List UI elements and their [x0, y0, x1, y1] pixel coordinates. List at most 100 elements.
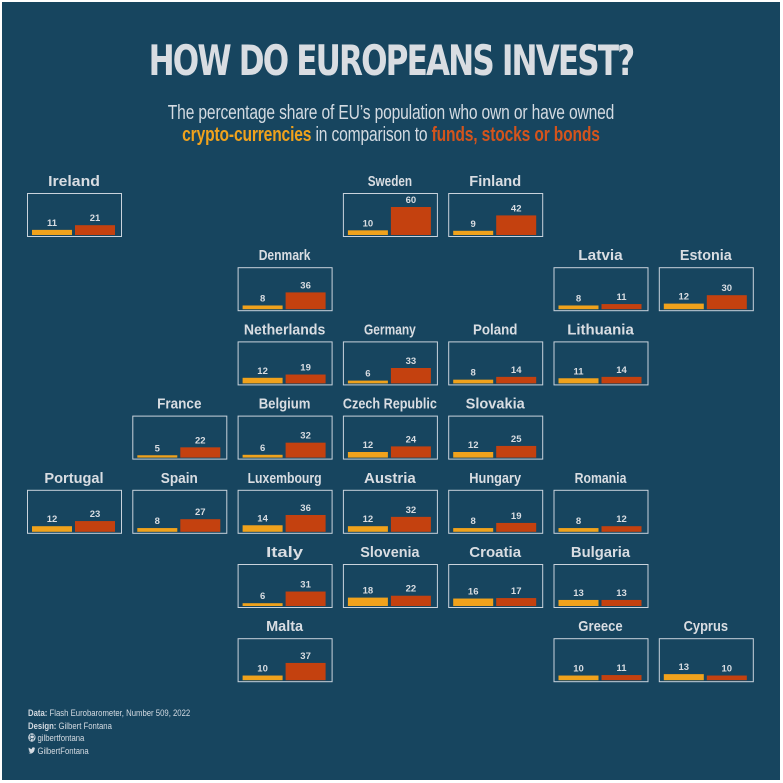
country-label-austria: Austria: [364, 470, 416, 487]
bar-funds-poland: [496, 376, 537, 384]
bar-crypto-romania: [558, 528, 599, 532]
bar-crypto-netherlands: [242, 377, 283, 384]
country-label-slovenia: Slovenia: [360, 544, 420, 561]
country-panel-spain: [132, 489, 228, 534]
value-label-funds-malta: 37: [300, 651, 311, 662]
bar-funds-italy: [285, 591, 326, 606]
value-label-crypto-ireland: 11: [47, 218, 58, 229]
country-tile-france: France 5 22: [132, 396, 228, 460]
country-tile-bulgaria: Bulgaria 13 13: [553, 544, 649, 608]
bar-crypto-italy: [242, 603, 283, 606]
bar-funds-malta: [285, 662, 326, 681]
footer-design-label: Design:: [28, 720, 57, 731]
value-label-funds-latvia: 11: [616, 292, 627, 303]
value-label-crypto-luxembourg: 14: [257, 513, 268, 524]
legend-crypto: crypto-currencies: [182, 124, 312, 146]
country-panel-poland: [448, 341, 544, 386]
bar-funds-ireland: [75, 225, 115, 235]
country-tile-estonia: Estonia 12 30: [658, 247, 754, 312]
bar-funds-slovenia: [390, 595, 431, 606]
bar-funds-slovakia: [496, 445, 537, 458]
value-label-crypto-sweden: 10: [363, 218, 374, 229]
country-tile-poland: Poland 8 14: [448, 321, 544, 386]
country-panel-romania: [553, 489, 649, 534]
footer-twitter-line: GilbertFontana: [28, 745, 190, 758]
value-label-crypto-germany: 6: [365, 369, 370, 380]
country-label-czech-republic: Czech Republic: [343, 396, 437, 413]
country-tile-spain: Spain 8 27: [132, 470, 228, 534]
value-label-crypto-czech-republic: 12: [363, 440, 374, 451]
value-label-funds-italy: 31: [300, 580, 311, 591]
bar-funds-lithuania: [601, 376, 642, 384]
country-panel-sweden: [342, 193, 438, 237]
country-tile-luxembourg: Luxembourg 14 36: [237, 470, 333, 534]
bar-funds-bulgaria: [601, 599, 642, 606]
value-label-funds-spain: 27: [195, 507, 206, 518]
value-label-funds-denmark: 36: [300, 280, 311, 291]
bar-crypto-latvia: [558, 305, 599, 310]
github-icon: [28, 733, 36, 742]
country-label-poland: Poland: [473, 321, 517, 338]
chart-subtitle-line2: crypto-currencies in comparison to funds…: [88, 124, 695, 147]
value-label-crypto-belgium: 6: [260, 443, 265, 454]
value-label-funds-hungary: 19: [511, 511, 522, 522]
country-panel-czech-republic: [342, 415, 438, 460]
value-label-crypto-greece: 10: [573, 664, 584, 675]
country-panel-croatia: [448, 564, 544, 608]
value-label-crypto-lithuania: 11: [573, 366, 584, 377]
bar-funds-czech-republic: [390, 446, 431, 458]
country-panel-italy: [237, 564, 333, 608]
country-panel-bulgaria: [553, 564, 649, 608]
bar-crypto-spain: [137, 528, 178, 532]
country-panel-luxembourg: [237, 489, 333, 534]
bar-funds-romania: [601, 526, 642, 532]
country-tile-czech-republic: Czech Republic 12 24: [342, 396, 438, 460]
bar-funds-croatia: [496, 598, 537, 606]
bar-funds-hungary: [496, 522, 537, 532]
country-tile-ireland: Ireland 11 21: [27, 173, 122, 237]
value-label-funds-bulgaria: 13: [616, 588, 627, 599]
country-label-spain: Spain: [161, 470, 198, 487]
value-label-crypto-slovakia: 12: [468, 440, 479, 451]
bar-crypto-slovenia: [347, 597, 388, 606]
country-tile-slovenia: Slovenia 18 22: [342, 544, 438, 608]
country-label-luxembourg: Luxembourg: [248, 470, 322, 487]
bar-crypto-slovakia: [453, 452, 494, 458]
value-label-crypto-hungary: 8: [471, 516, 476, 527]
legend-funds: funds, stocks or bonds: [431, 124, 600, 146]
country-tile-malta: Malta 10 37: [237, 618, 333, 683]
country-label-france: France: [157, 396, 201, 413]
twitter-icon: [28, 746, 36, 754]
country-panel-netherlands: [237, 341, 333, 386]
value-label-crypto-austria: 12: [363, 514, 374, 525]
country-tile-lithuania: Lithuania 11 14: [553, 321, 649, 386]
country-label-belgium: Belgium: [259, 396, 311, 413]
value-label-crypto-romania: 8: [576, 516, 581, 527]
value-label-crypto-bulgaria: 13: [573, 588, 584, 599]
bar-crypto-estonia: [663, 303, 704, 310]
bar-funds-germany: [390, 368, 431, 384]
value-label-crypto-netherlands: 12: [257, 366, 268, 377]
country-tile-croatia: Croatia 16 17: [448, 544, 544, 608]
value-label-crypto-france: 5: [155, 443, 161, 454]
country-panel-belgium: [237, 415, 333, 460]
country-label-finland: Finland: [469, 173, 521, 190]
country-tile-romania: Romania 8 12: [553, 470, 649, 534]
country-panel-malta: [237, 638, 333, 683]
value-label-crypto-malta: 10: [257, 664, 268, 675]
chart-subtitle-line1: The percentage share of EU’s population …: [167, 102, 615, 124]
footer-github-line: gilbertfontana: [28, 732, 190, 745]
bar-funds-france: [180, 447, 221, 458]
country-tile-belgium: Belgium 6 32: [237, 396, 333, 460]
value-label-funds-cyprus: 10: [722, 664, 733, 675]
bar-crypto-luxembourg: [242, 525, 283, 532]
country-panel-denmark: [237, 267, 333, 312]
country-panel-slovenia: [342, 564, 438, 608]
bar-funds-spain: [180, 519, 221, 532]
bar-crypto-belgium: [242, 454, 283, 458]
bar-funds-belgium: [285, 442, 326, 458]
footer-data-line: Data: Flash Eurobarometer, Number 509, 2…: [28, 707, 190, 720]
country-panel-ireland: [27, 193, 122, 237]
